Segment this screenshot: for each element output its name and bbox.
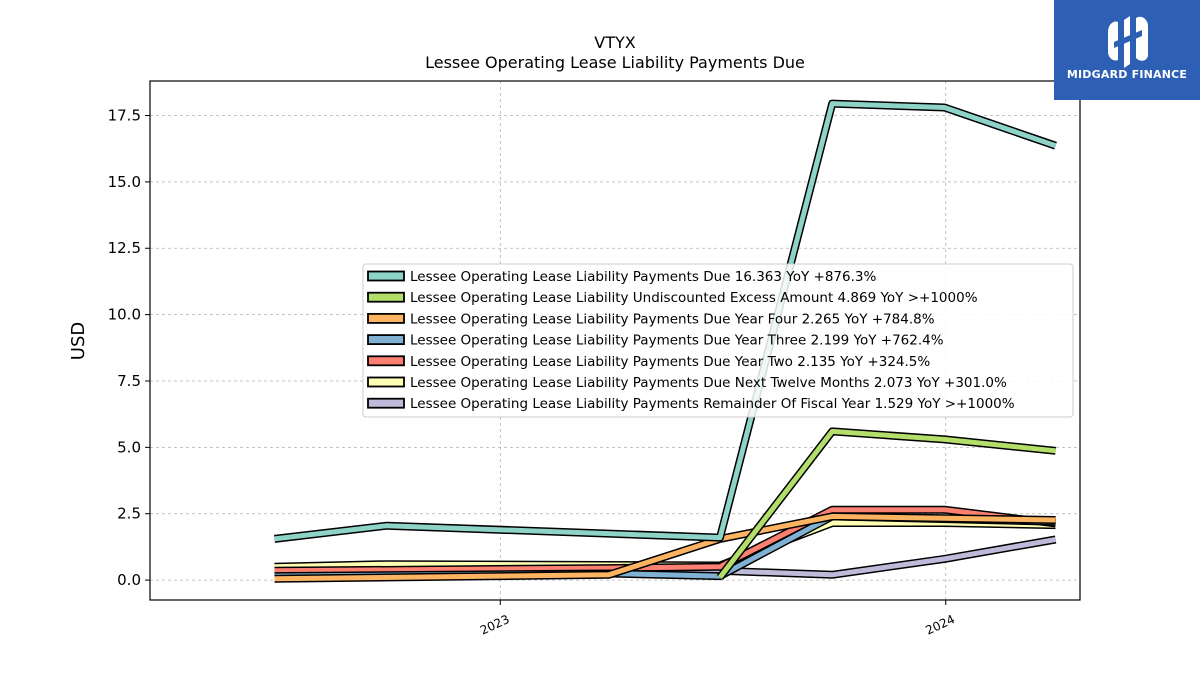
y-axis-ticks: 0.0 2.5 5.0 7.5 10.0 12.5 15.0 17.5 bbox=[108, 107, 150, 589]
legend-swatch bbox=[367, 334, 405, 346]
legend-swatch bbox=[367, 270, 405, 282]
x-tick-label: 2024 bbox=[923, 612, 957, 638]
legend-swatch bbox=[367, 376, 405, 388]
legend-label: Lessee Operating Lease Liability Payment… bbox=[410, 333, 944, 349]
legend-swatch bbox=[367, 312, 405, 324]
y-tick-label: 15.0 bbox=[108, 173, 141, 191]
y-tick-label: 17.5 bbox=[108, 107, 141, 125]
plot-frame bbox=[149, 80, 1081, 601]
series-line-outline bbox=[716, 427, 1057, 580]
chart-title: VTYX bbox=[594, 33, 635, 52]
legend-label: Lessee Operating Lease Liability Payment… bbox=[410, 311, 935, 327]
legend-label: Lessee Operating Lease Liability Payment… bbox=[410, 269, 876, 285]
y-tick-label: 10.0 bbox=[108, 306, 141, 324]
logo-text: MIDGARD FINANCE bbox=[1066, 68, 1188, 81]
series-line bbox=[274, 507, 1056, 574]
legend-label: Lessee Operating Lease Liability Payment… bbox=[410, 354, 930, 370]
y-tick-label: 7.5 bbox=[117, 372, 141, 390]
series-lines bbox=[274, 99, 1057, 583]
legend-label: Lessee Operating Lease Liability Payment… bbox=[410, 396, 1015, 412]
legend-swatch bbox=[367, 355, 405, 367]
legend-label: Lessee Operating Lease Liability Payment… bbox=[410, 375, 1007, 391]
legend-label: Lessee Operating Lease Liability Undisco… bbox=[410, 290, 978, 306]
legend-swatch bbox=[367, 397, 405, 409]
logo-mark-icon bbox=[1108, 16, 1148, 68]
y-tick-label: 2.5 bbox=[117, 505, 141, 523]
legend-swatch bbox=[367, 291, 405, 303]
y-axis-label: USD bbox=[68, 322, 89, 360]
series-line bbox=[718, 428, 1056, 579]
legend-box bbox=[362, 263, 1074, 418]
x-tick-label: 2023 bbox=[478, 612, 512, 638]
chart-subtitle: Lessee Operating Lease Liability Payment… bbox=[425, 53, 805, 72]
y-tick-label: 0.0 bbox=[117, 571, 141, 589]
y-tick-label: 5.0 bbox=[117, 438, 141, 456]
legend: Lessee Operating Lease Liability Payment… bbox=[362, 263, 1074, 418]
midgard-finance-logo: MIDGARD FINANCE bbox=[1054, 0, 1200, 100]
y-tick-label: 12.5 bbox=[108, 239, 141, 257]
x-axis-ticks: 2023 2024 bbox=[478, 600, 957, 638]
